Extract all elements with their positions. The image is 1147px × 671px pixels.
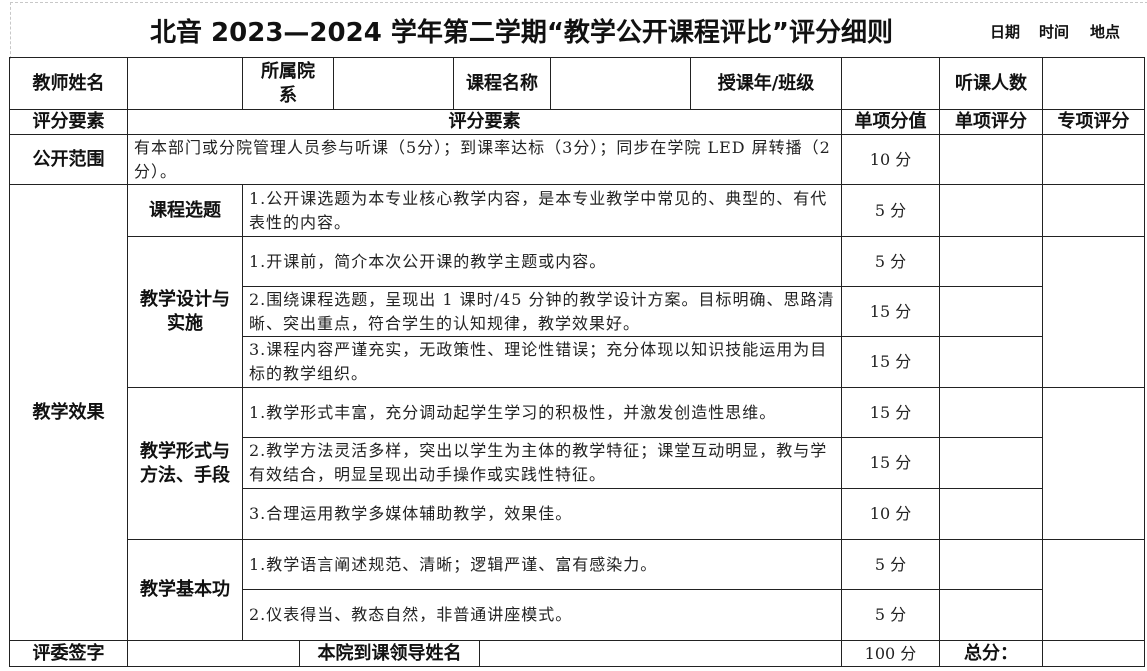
grade-field[interactable] [841, 57, 940, 110]
listeners-field[interactable] [1042, 57, 1145, 110]
dept-label: 所属院系 [242, 57, 334, 110]
criterion-text: 2.围绕课程选题，呈现出 1 课时/45 分钟的教学设计方案。目标明确、思路清晰… [242, 286, 842, 337]
total-label: 总分： [939, 640, 1043, 667]
special-score-cell[interactable] [1042, 539, 1145, 641]
criterion-value: 5 分 [841, 589, 940, 641]
criterion-text: 1.教学形式丰富，充分调动起学生学习的积极性，并激发创造性思维。 [242, 387, 842, 438]
special-score-cell[interactable] [1042, 236, 1145, 388]
group-label: 课程选题 [127, 184, 243, 237]
teacher-name-field[interactable] [127, 57, 243, 110]
criterion-value: 5 分 [841, 236, 940, 287]
criterion-text: 1.开课前，简介本次公开课的教学主题或内容。 [242, 236, 842, 287]
judges-field[interactable] [127, 640, 300, 667]
effect-label: 教学效果 [9, 184, 128, 641]
col-element-detail: 评分要素 [127, 109, 842, 135]
item-score-cell[interactable] [939, 336, 1043, 388]
course-field[interactable] [550, 57, 691, 110]
grade-label: 授课年/班级 [690, 57, 842, 110]
special-score-cell[interactable] [1042, 134, 1145, 185]
total-field[interactable] [1042, 640, 1145, 667]
title-area [10, 2, 1147, 59]
criterion-value: 10 分 [841, 488, 940, 540]
open-scope-value: 10 分 [841, 134, 940, 185]
criterion-value: 15 分 [841, 437, 940, 489]
criterion-text: 2.教学方法灵活多样，突出以学生为主体的教学特征；课堂互动明显，教与学有效结合，… [242, 437, 842, 489]
criterion-value: 15 分 [841, 387, 940, 438]
col-value: 单项分值 [841, 109, 940, 135]
item-score-cell[interactable] [939, 488, 1043, 540]
leader-field[interactable] [479, 640, 842, 667]
listeners-label: 听课人数 [939, 57, 1043, 110]
col-special-score: 专项评分 [1042, 109, 1145, 135]
group-label: 教学基本功 [127, 539, 243, 641]
teacher-name-label: 教师姓名 [9, 57, 128, 110]
course-label: 课程名称 [453, 57, 551, 110]
item-score-cell[interactable] [939, 134, 1043, 185]
total-value: 100 分 [841, 640, 940, 667]
place-label: 地点 [1090, 23, 1121, 41]
open-scope-label: 公开范围 [9, 134, 128, 185]
page-title: 北音 2023—2024 学年第二学期“教学公开课程评比”评分细则 [150, 18, 894, 48]
criterion-value: 5 分 [841, 539, 940, 590]
item-score-cell[interactable] [939, 236, 1043, 287]
date-label: 日期 [990, 23, 1021, 41]
criterion-text: 1.教学语言阐述规范、清晰；逻辑严谨、富有感染力。 [242, 539, 842, 590]
criterion-value: 15 分 [841, 336, 940, 388]
criterion-text: 3.课程内容严谨充实，无政策性、理论性错误；充分体现以知识技能运用为目标的教学组… [242, 336, 842, 388]
judges-label: 评委签字 [9, 640, 128, 667]
special-score-cell[interactable] [1042, 184, 1145, 237]
dept-field[interactable] [333, 57, 454, 110]
item-score-cell[interactable] [939, 589, 1043, 641]
time-label: 时间 [1039, 23, 1070, 41]
col-element: 评分要素 [9, 109, 128, 135]
item-score-cell[interactable] [939, 184, 1043, 237]
item-score-cell[interactable] [939, 286, 1043, 337]
leader-label: 本院到课领导姓名 [299, 640, 480, 667]
criterion-text: 3.合理运用教学多媒体辅助教学，效果佳。 [242, 488, 842, 540]
group-label: 教学形式与方法、手段 [127, 387, 243, 540]
item-score-cell[interactable] [939, 387, 1043, 438]
item-score-cell[interactable] [939, 437, 1043, 489]
group-label: 教学设计与实施 [127, 236, 243, 388]
criterion-text: 1.公开课选题为本专业核心教学内容，是本专业教学中常见的、典型的、有代表性的内容… [242, 184, 842, 237]
special-score-cell[interactable] [1042, 387, 1145, 540]
open-scope-text: 有本部门或分院管理人员参与听课（5分）；到课率达标（3分）；同步在学院 LED … [127, 134, 842, 185]
criterion-value: 5 分 [841, 184, 940, 237]
criterion-value: 15 分 [841, 286, 940, 337]
criterion-text: 2.仪表得当、教态自然，非普通讲座模式。 [242, 589, 842, 641]
item-score-cell[interactable] [939, 539, 1043, 590]
col-item-score: 单项评分 [939, 109, 1043, 135]
